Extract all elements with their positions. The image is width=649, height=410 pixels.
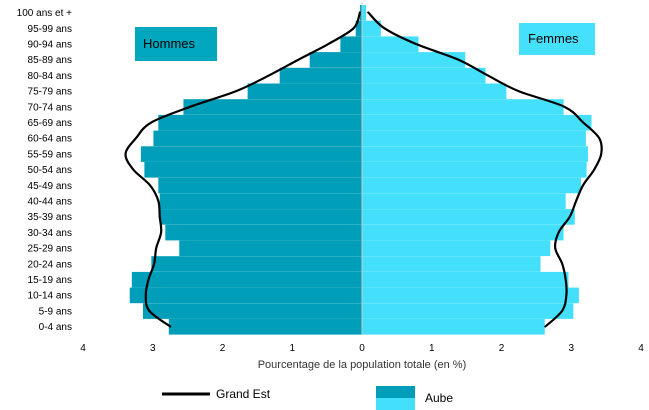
bar-hommes-65-69-ans <box>158 114 362 131</box>
x-tick-label-neg3: 3 <box>150 343 156 354</box>
age-label-20-24-ans: 20-24 ans <box>28 259 72 270</box>
age-label-0-4-ans: 0-4 ans <box>39 322 72 333</box>
age-label-90-94-ans: 90-94 ans <box>28 40 72 51</box>
bar-hommes-30-34-ans <box>165 224 362 241</box>
line-grand-est-femmes <box>367 11 603 328</box>
x-tick-label-neg2: 2 <box>220 343 226 354</box>
panel-label-hommes: Hommes <box>135 27 217 61</box>
legend-item-grand-est: Grand Est <box>162 387 271 401</box>
bar-femmes-20-24-ans <box>362 256 541 272</box>
panel-label-femmes-text: Femmes <box>528 31 579 46</box>
x-tick-label-neg4: 4 <box>80 343 86 354</box>
x-tick-label-pos4: 4 <box>638 343 644 354</box>
age-label-70-74-ans: 70-74 ans <box>28 102 72 113</box>
bar-femmes-100-ans-et <box>362 5 367 21</box>
legend-label-aube: Aube <box>425 391 453 405</box>
line-layer <box>124 11 603 328</box>
bar-hommes-80-84-ans <box>279 67 362 84</box>
labels-layer: 4 3 2 1 0 1 2 3 4 0-4 ans 5-9 ans 10-14 ans 15-19 an… <box>17 8 645 354</box>
panel-label-hommes-text: Hommes <box>143 36 196 51</box>
bar-femmes-95-99-ans <box>362 20 381 37</box>
bar-hommes-40-44-ans <box>159 193 362 209</box>
age-label-15-19-ans: 15-19 ans <box>28 275 72 286</box>
bar-femmes-25-29-ans <box>362 240 551 257</box>
bar-femmes-5-9-ans <box>362 303 574 319</box>
bar-femmes-30-34-ans <box>362 224 564 241</box>
x-tick-label-pos3: 3 <box>568 343 574 354</box>
x-axis-title: Pourcentage de la population totale (en … <box>258 359 467 371</box>
bar-femmes-80-84-ans <box>362 67 486 84</box>
bar-hommes-0-4-ans <box>168 319 362 335</box>
age-label-40-44-ans: 40-44 ans <box>28 197 72 208</box>
age-label-80-84-ans: 80-84 ans <box>28 71 72 82</box>
bar-hommes-45-49-ans <box>158 177 362 194</box>
bar-hommes-70-74-ans <box>183 99 362 115</box>
bar-hommes-25-29-ans <box>179 240 362 257</box>
bar-hommes-15-19-ans <box>131 271 362 288</box>
bar-hommes-60-64-ans <box>153 130 362 147</box>
age-label-100-ans-et: 100 ans et + <box>17 8 72 19</box>
age-label-5-9-ans: 5-9 ans <box>39 306 72 317</box>
bar-hommes-50-54-ans <box>144 162 362 178</box>
legend-swatch-aube-hommes <box>376 386 415 398</box>
bar-hommes-10-14-ans <box>129 287 362 304</box>
bar-femmes-70-74-ans <box>362 99 564 115</box>
x-tick-label-neg1: 1 <box>289 343 295 354</box>
bar-femmes-85-89-ans <box>362 52 466 68</box>
age-label-55-59-ans: 55-59 ans <box>28 149 72 160</box>
age-label-60-64-ans: 60-64 ans <box>28 134 72 145</box>
bar-femmes-60-64-ans <box>362 130 586 147</box>
age-label-45-49-ans: 45-49 ans <box>28 181 72 192</box>
panel-label-femmes-bg <box>519 23 595 55</box>
legend-label-grand-est: Grand Est <box>216 387 271 401</box>
bar-hommes-20-24-ans <box>151 256 362 272</box>
age-label-30-34-ans: 30-34 ans <box>28 228 72 239</box>
bar-hommes-55-59-ans <box>140 146 362 162</box>
age-label-95-99-ans: 95-99 ans <box>28 24 72 35</box>
bar-hommes-85-89-ans <box>309 52 362 68</box>
line-grand-est-hommes <box>124 11 362 328</box>
age-label-35-39-ans: 35-39 ans <box>28 212 72 223</box>
bar-femmes-0-4-ans <box>362 319 545 335</box>
age-label-85-89-ans: 85-89 ans <box>28 55 72 66</box>
bar-femmes-50-54-ans <box>362 162 587 178</box>
legend-item-aube: Aube <box>376 386 453 410</box>
bar-femmes-40-44-ans <box>362 193 566 209</box>
legend-swatch-aube-femmes <box>376 398 415 410</box>
bars-layer <box>129 5 592 335</box>
x-tick-label-pos2: 2 <box>499 343 505 354</box>
age-label-50-54-ans: 50-54 ans <box>28 165 72 176</box>
bar-hommes-95-99-ans <box>355 20 362 37</box>
legend: Grand Est Aube <box>162 386 453 410</box>
x-tick-label-pos1: 1 <box>429 343 435 354</box>
age-label-10-14-ans: 10-14 ans <box>28 291 72 302</box>
panel-label-femmes: Femmes <box>519 23 595 55</box>
age-label-65-69-ans: 65-69 ans <box>28 118 72 129</box>
bar-femmes-15-19-ans <box>362 271 569 288</box>
bar-hommes-5-9-ans <box>142 303 362 319</box>
bar-femmes-90-94-ans <box>362 36 419 52</box>
bar-femmes-65-69-ans <box>362 114 592 131</box>
bar-femmes-35-39-ans <box>362 209 575 225</box>
x-tick-label-pos0: 0 <box>359 343 365 354</box>
bar-femmes-45-49-ans <box>362 177 582 194</box>
age-label-75-79-ans: 75-79 ans <box>28 87 72 98</box>
bar-hommes-35-39-ans <box>159 209 362 225</box>
bar-femmes-10-14-ans <box>362 287 579 304</box>
age-label-25-29-ans: 25-29 ans <box>28 244 72 255</box>
panel-label-hommes-bg <box>135 27 217 61</box>
bar-femmes-75-79-ans <box>362 83 507 100</box>
bar-hommes-90-94-ans <box>340 36 362 52</box>
bar-femmes-55-59-ans <box>362 146 588 162</box>
bar-hommes-75-79-ans <box>247 83 362 100</box>
